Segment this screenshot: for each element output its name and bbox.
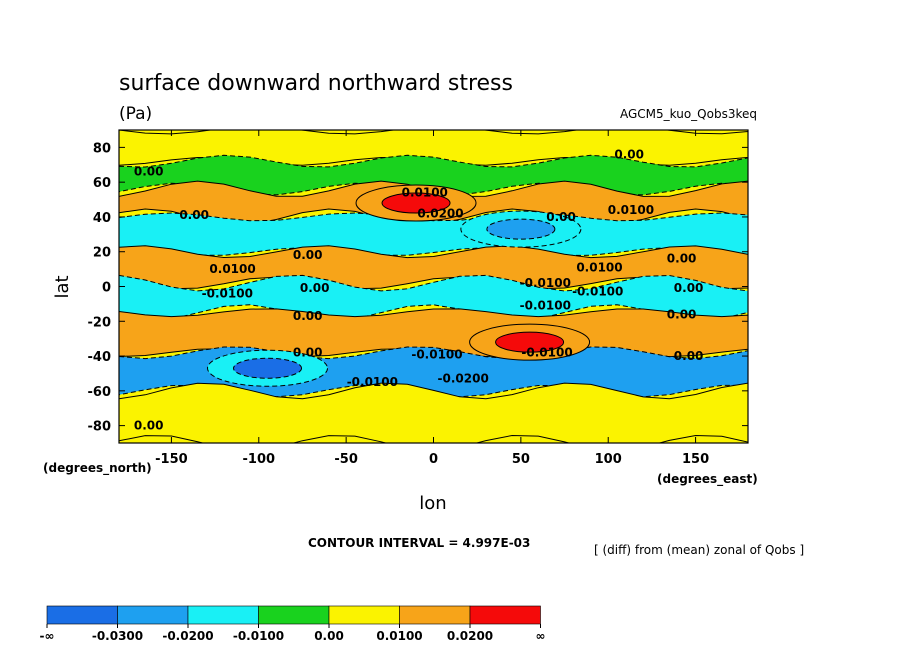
- x-tick-label: 100: [595, 452, 622, 467]
- y-tick-label: -60: [88, 385, 112, 400]
- extremum-core: [381, 192, 451, 214]
- contour-label: 0.00: [179, 208, 209, 222]
- extremum-core: [233, 357, 303, 379]
- colorbar-swatch: [258, 605, 330, 625]
- colorbar-label: -∞: [40, 629, 55, 643]
- plot-area: [119, 130, 748, 443]
- contour-label: -0.0100: [347, 375, 398, 389]
- contour-label: 0.00: [134, 419, 164, 433]
- contour-label: -0.0100: [520, 276, 571, 290]
- contour-label: -0.0100: [521, 346, 572, 360]
- dataset-label: AGCM5_kuo_Qobs3keq: [620, 107, 757, 121]
- contour-labels: 0.00 0.00 0.0100 0.0200 0.00 0.0100 0.00 0.00 0.…: [134, 147, 704, 432]
- contour-label: 0.00: [293, 346, 323, 360]
- y-tick-label: 20: [93, 246, 111, 261]
- y-tick-label: 40: [93, 211, 111, 226]
- y-tick-label: 60: [93, 176, 111, 191]
- colorbar-label: -0.0300: [92, 629, 143, 643]
- contour-label: 0.0100: [576, 260, 622, 274]
- x-tick-label: 50: [512, 452, 530, 467]
- y-tick-label: 0: [102, 281, 111, 296]
- extremum-core: [486, 218, 556, 240]
- contour-label: 0.00: [546, 210, 576, 224]
- contour-label: -0.0200: [438, 372, 489, 386]
- y-tick-label: -20: [88, 315, 112, 330]
- field-band: [119, 212, 748, 256]
- extremum-core: [495, 331, 565, 353]
- colorbar-swatch: [117, 605, 189, 625]
- colorbar-swatch: [187, 605, 259, 625]
- contour-label: 0.00: [293, 309, 323, 323]
- contour-label: 0.0100: [209, 262, 255, 276]
- chart-title: surface downward northward stress: [119, 71, 513, 96]
- x-axis-units: (degrees_east): [657, 472, 758, 487]
- contour-label: 0.00: [134, 165, 164, 179]
- contour-label: -0.0100: [520, 299, 571, 313]
- contour-label: -0.0100: [202, 286, 253, 300]
- colorbar-label: 0.00: [314, 629, 344, 643]
- contour-label: 0.0100: [608, 203, 654, 217]
- colorbar-swatch: [399, 605, 471, 625]
- colorbar-swatch: [328, 605, 400, 625]
- y-axis-label: lat: [52, 275, 73, 298]
- contour-label: 0.00: [674, 349, 704, 363]
- colorbar-label: -0.0200: [162, 629, 213, 643]
- contour-label: 0.00: [667, 307, 697, 321]
- contour-label: 0.00: [667, 252, 697, 266]
- x-tick-label: -150: [155, 452, 188, 467]
- colorbar-label: -0.0100: [233, 629, 284, 643]
- contour-label: -0.0100: [411, 347, 462, 361]
- contour-label: 0.00: [674, 281, 704, 295]
- colorbar-label: 0.0100: [376, 629, 422, 643]
- contour-label: -0.0100: [572, 285, 623, 299]
- x-axis-label: lon: [419, 493, 446, 514]
- contour-label: 0.0100: [402, 186, 448, 200]
- contour-label: 0.00: [614, 147, 644, 161]
- contour-interval-label: CONTOUR INTERVAL = 4.997E-03: [308, 536, 530, 550]
- y-tick-label: -80: [88, 420, 112, 435]
- colorbar-swatch: [469, 605, 541, 625]
- diff-note: [ (diff) from (mean) zonal of Qobs ]: [594, 543, 804, 557]
- contour-label: 0.00: [293, 248, 323, 262]
- x-tick-label: 150: [682, 452, 709, 467]
- contour-label: 0.0200: [417, 206, 463, 220]
- x-axis: -150 -100 -50 0 50 100 150: [155, 130, 709, 467]
- colorbar-label: ∞: [536, 629, 546, 643]
- chart-units: (Pa): [119, 104, 152, 124]
- y-tick-label: -40: [88, 350, 112, 365]
- colorbar-swatch: [46, 605, 118, 625]
- field-band: [119, 382, 748, 443]
- x-tick-label: -50: [334, 452, 358, 467]
- y-axis-units: (degrees_north): [43, 461, 152, 476]
- x-tick-label: -100: [243, 452, 276, 467]
- y-axis: 80 60 40 20 0 -20 -40 -60 -80: [88, 141, 748, 435]
- y-tick-label: 80: [93, 141, 111, 156]
- colorbar-label: 0.0200: [447, 629, 493, 643]
- x-tick-label: 0: [429, 452, 438, 467]
- colorbar: -∞ -0.0300 -0.0200 -0.0100 0.00 0.0100 0.0200 ∞: [40, 605, 546, 643]
- contour-label: 0.00: [300, 281, 330, 295]
